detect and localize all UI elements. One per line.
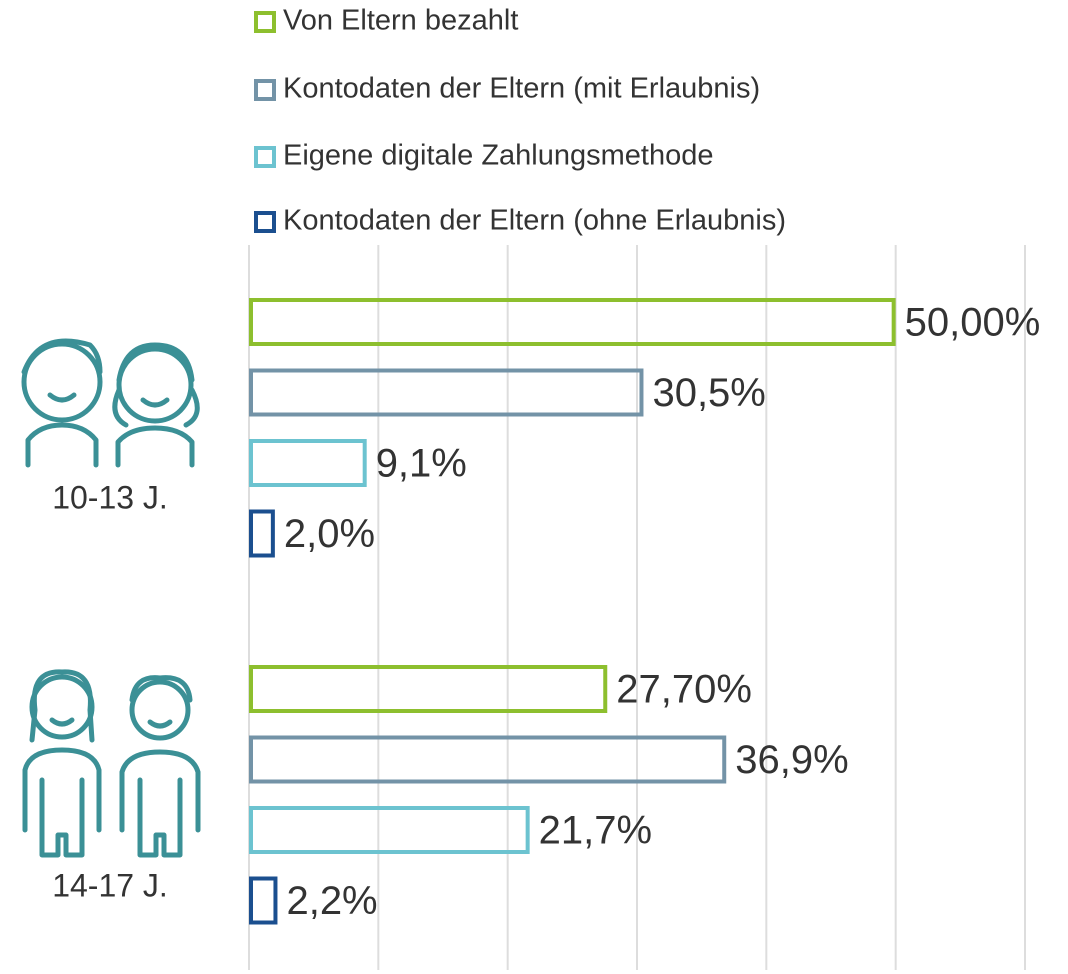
legend-text: Eigene digitale Zahlungsmethode	[283, 140, 713, 172]
value-label: 2,0%	[284, 512, 375, 556]
legend-swatch	[254, 146, 276, 168]
legend-text: Kontodaten der Eltern (ohne Erlaubnis)	[283, 205, 786, 237]
legend-text: Kontodaten der Eltern (mit Erlaubnis)	[283, 73, 760, 105]
bar	[249, 876, 278, 925]
value-label: 9,1%	[376, 442, 467, 486]
bar	[249, 298, 896, 346]
legend-swatch	[254, 211, 276, 233]
bar	[249, 735, 727, 784]
value-label: 30,5%	[652, 371, 765, 415]
category-label: 10-13 J.	[52, 479, 168, 515]
legend-swatch	[254, 79, 276, 101]
value-label: 50,00%	[905, 301, 1041, 345]
legend-swatch	[254, 11, 276, 33]
legend-text: Von Eltern bezahlt	[283, 5, 518, 37]
icon-kids-young	[21, 338, 200, 468]
bar	[249, 806, 530, 854]
value-label: 36,9%	[735, 738, 848, 782]
icon-kids-teen	[22, 669, 201, 858]
bar	[249, 665, 608, 713]
bar	[249, 509, 275, 558]
bar	[249, 439, 367, 487]
value-label: 21,7%	[539, 809, 652, 853]
category-label: 14-17 J.	[52, 867, 168, 903]
value-label: 27,70%	[616, 668, 752, 712]
bar	[249, 368, 644, 417]
value-label: 2,2%	[286, 879, 377, 923]
